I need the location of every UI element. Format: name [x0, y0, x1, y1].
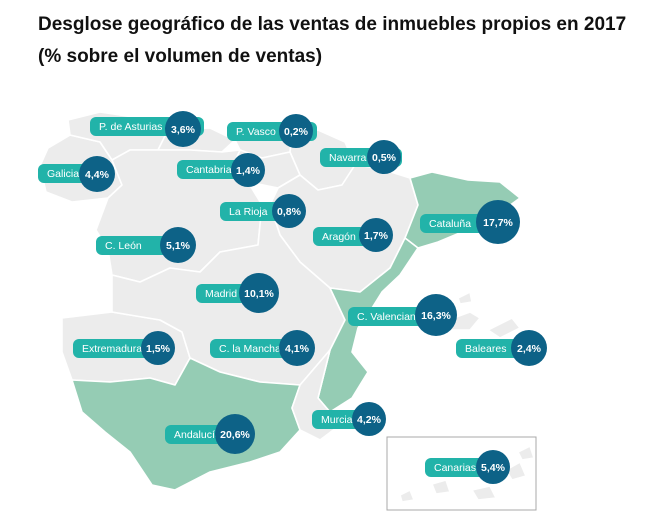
value-badge-navarra	[367, 140, 401, 174]
region-name-madrid: Madrid	[205, 288, 237, 300]
label-pvasco: P. Vasco 0,2%	[227, 114, 317, 148]
region-value-andalucia: 20,6%	[220, 429, 250, 441]
region-name-clamancha: C. la Mancha	[219, 343, 281, 355]
region-name-galicia: Galicia	[47, 168, 79, 180]
region-value-cleon: 5,1%	[166, 240, 191, 252]
region-value-valenciana: 16,3%	[421, 310, 451, 322]
region-name-cataluna: Cataluña	[429, 218, 471, 230]
region-value-murcia: 4,2%	[357, 414, 382, 426]
region-name-canarias: Canarias	[434, 462, 476, 474]
region-name-baleares: Baleares	[465, 343, 506, 355]
label-navarra: Navarra 0,5%	[320, 140, 402, 174]
value-badge-pvasco	[279, 114, 313, 148]
label-cantabria: Cantabria 1,4%	[177, 153, 265, 187]
value-badge-cleon	[160, 227, 196, 263]
label-baleares: Baleares 2,4%	[456, 330, 547, 366]
region-name-valenciana: C. Valenciana	[357, 311, 422, 323]
region-name-pvasco: P. Vasco	[236, 126, 276, 138]
region-value-cataluna: 17,7%	[483, 217, 513, 229]
region-value-asturias: 3,6%	[171, 124, 196, 136]
region-name-rioja: La Rioja	[229, 206, 268, 218]
region-canarias	[399, 445, 535, 503]
value-badge-canarias	[476, 450, 510, 484]
value-badge-cantabria	[231, 153, 265, 187]
value-badge-rioja	[272, 194, 306, 228]
region-name-extremadura: Extremadura	[82, 343, 142, 355]
region-value-aragon: 1,7%	[364, 230, 389, 242]
region-value-baleares: 2,4%	[517, 343, 542, 355]
value-badge-andalucia	[215, 414, 255, 454]
value-badge-asturias	[165, 111, 201, 147]
label-clamancha: C. la Mancha 4,1%	[210, 330, 315, 366]
map-subtitle: (% sobre el volumen de ventas)	[38, 46, 323, 67]
value-badge-baleares	[511, 330, 547, 366]
region-value-madrid: 10,1%	[244, 288, 274, 300]
region-value-cantabria: 1,4%	[236, 165, 261, 177]
region-labels: Galicia 4,4% P. de Asturias 3,6% Cantabria 1,…	[38, 111, 547, 484]
label-canarias: Canarias 5,4%	[425, 450, 510, 484]
canarias-inset-frame	[386, 436, 537, 511]
label-rioja: La Rioja 0,8%	[220, 194, 306, 228]
value-badge-murcia	[352, 402, 386, 436]
region-name-asturias: P. de Asturias	[99, 121, 162, 133]
region-value-extremadura: 1,5%	[146, 343, 171, 355]
region-name-andalucia: Andalucía	[174, 429, 221, 441]
label-asturias: P. de Asturias 3,6%	[90, 111, 204, 147]
label-andalucia: Andalucía 20,6%	[165, 414, 255, 454]
label-murcia: Murcia 4,2%	[312, 402, 386, 436]
region-value-pvasco: 0,2%	[284, 126, 309, 138]
value-badge-extremadura	[141, 331, 175, 365]
value-badge-clamancha	[279, 330, 315, 366]
region-name-cleon: C. León	[105, 240, 142, 252]
region-name-cantabria: Cantabria	[186, 164, 232, 176]
region-baleares	[447, 291, 521, 339]
label-galicia: Galicia 4,4%	[38, 156, 115, 192]
region-value-clamancha: 4,1%	[285, 343, 310, 355]
region-value-canarias: 5,4%	[481, 462, 506, 474]
value-badge-madrid	[239, 273, 279, 313]
label-madrid: Madrid 10,1%	[196, 273, 279, 313]
region-name-aragon: Aragón	[322, 231, 356, 243]
region-name-navarra: Navarra	[329, 152, 367, 164]
region-value-rioja: 0,8%	[277, 206, 302, 218]
label-cleon: C. León 5,1%	[96, 227, 196, 263]
label-cataluna: Cataluña 17,7%	[420, 200, 520, 244]
region-value-navarra: 0,5%	[372, 152, 397, 164]
value-badge-aragon	[359, 218, 393, 252]
label-extremadura: Extremadura 1,5%	[73, 331, 175, 365]
value-badge-valenciana	[415, 294, 457, 336]
label-valenciana: C. Valenciana 16,3%	[348, 294, 457, 336]
value-badge-cataluna	[476, 200, 520, 244]
region-name-murcia: Murcia	[321, 414, 353, 426]
map-title: Desglose geográfico de las ventas de inm…	[38, 14, 627, 35]
label-aragon: Aragón 1,7%	[313, 218, 393, 252]
value-badge-galicia	[79, 156, 115, 192]
region-value-galicia: 4,4%	[85, 169, 110, 181]
